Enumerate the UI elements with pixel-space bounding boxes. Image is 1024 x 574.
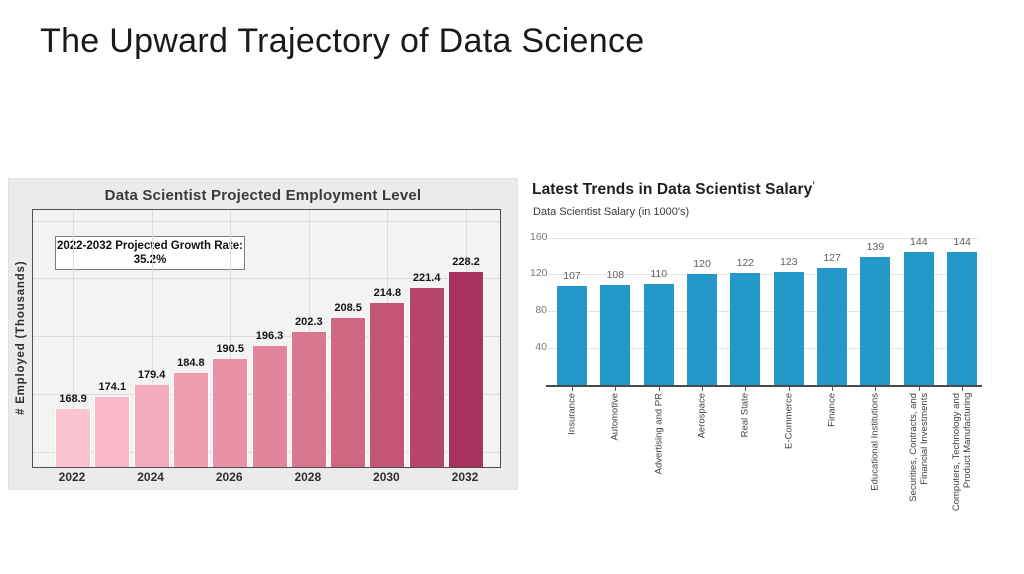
- salary-bar-value: 139: [866, 240, 885, 253]
- salary-y-tick-label: 40: [535, 341, 547, 354]
- salary-bar-value: 144: [910, 236, 928, 249]
- salary-axis-tick: [962, 387, 964, 391]
- salary-category-label: Advertising and PR: [653, 393, 665, 475]
- salary-y-tick-label: 80: [535, 304, 547, 317]
- slide-title: The Upward Trajectory of Data Science: [40, 22, 645, 60]
- employment-chart-figure: Data Scientist Projected Employment Leve…: [8, 178, 518, 490]
- salary-axis-tick: [658, 387, 660, 391]
- salary-axis-tick: [788, 387, 790, 391]
- salary-bar-value: 123: [779, 255, 798, 268]
- employment-bar-value: 228.2: [452, 256, 480, 269]
- salary-category-label: Real State: [739, 393, 751, 438]
- salary-category-label: Aerospace: [696, 393, 708, 439]
- salary-category-label: Finance: [826, 393, 838, 427]
- employment-bar-value: 174.1: [98, 381, 127, 394]
- salary-bar-value: 107: [563, 270, 581, 283]
- salary-bar: [730, 272, 761, 385]
- growth-rate-annotation: 2022-2032 Projected Growth Rate: 35.2%: [55, 236, 245, 270]
- salary-y-gridline: [548, 311, 978, 313]
- employment-plot-area: 2022-2032 Projected Growth Rate: 35.2% 1…: [32, 209, 501, 468]
- employment-bar: [330, 317, 367, 467]
- employment-y-axis-label: # Employed (Thousands): [15, 260, 27, 415]
- salary-x-axis: [546, 385, 982, 387]
- employment-bar: [172, 372, 209, 467]
- salary-axis-tick: [918, 387, 920, 391]
- employment-bar-value: 208.5: [334, 301, 362, 314]
- employment-bar-value: 190.5: [216, 343, 244, 356]
- employment-bar: [212, 359, 249, 467]
- salary-axis-tick: [572, 387, 573, 391]
- salary-y-gridline: [548, 274, 978, 276]
- salary-chart-title: Latest Trends in Data Scientist Salary’: [532, 180, 815, 199]
- salary-axis-tick: [832, 387, 834, 391]
- salary-bar-value: 122: [736, 256, 755, 269]
- employment-bar-value: 221.4: [412, 271, 441, 284]
- salary-bar: [687, 274, 718, 385]
- salary-axis-tick: [702, 387, 704, 391]
- salary-bar: [817, 267, 848, 385]
- salary-category-label: Automotive: [609, 393, 621, 441]
- salary-chart-subtitle: Data Scientist Salary (in 1000's): [533, 206, 690, 218]
- employment-bar-value: 214.8: [373, 287, 402, 300]
- employment-bar: [251, 345, 288, 467]
- salary-title-footnote-mark: ’: [812, 180, 815, 190]
- employment-x-gridline: [151, 210, 153, 467]
- employment-y-gridline: [33, 278, 500, 280]
- employment-bar: [290, 332, 327, 467]
- annotation-line-2: 35.2%: [133, 254, 167, 266]
- salary-y-tick-label: 120: [530, 267, 548, 280]
- salary-bar: [557, 286, 587, 385]
- employment-y-gridline: [33, 220, 500, 222]
- salary-bar: [860, 256, 891, 385]
- employment-bar-value: 179.4: [137, 369, 166, 382]
- employment-x-tick-label: 2026: [215, 470, 243, 484]
- salary-bar: [947, 252, 978, 385]
- employment-bar: [369, 303, 406, 467]
- employment-chart-title: Data Scientist Projected Employment Leve…: [104, 187, 422, 204]
- salary-bar-value: 144: [953, 236, 971, 249]
- salary-bar: [903, 252, 934, 385]
- salary-bar-value: 110: [650, 267, 668, 280]
- salary-y-gridline: [548, 348, 978, 350]
- employment-x-tick-label: 2022: [58, 470, 86, 484]
- employment-x-tick-label: 2030: [373, 470, 400, 484]
- employment-x-tick-label: 2024: [137, 470, 164, 484]
- salary-category-label: Computers, Technology and Product Manufa…: [951, 393, 974, 512]
- salary-category-label: Educational Institutions: [869, 393, 881, 491]
- employment-bar: [448, 272, 484, 467]
- salary-bar: [773, 271, 804, 385]
- employment-bar-value: 168.9: [59, 393, 87, 406]
- salary-y-gridline: [548, 237, 978, 239]
- salary-axis-tick: [745, 387, 747, 391]
- salary-bar: [643, 283, 674, 385]
- annotation-line-1: 2022-2032 Projected Growth Rate:: [57, 240, 243, 252]
- employment-bar: [94, 397, 131, 467]
- salary-category-label: Securities, Contracts, and Financial Inv…: [907, 393, 930, 502]
- employment-y-gridline: [33, 336, 500, 338]
- salary-axis-tick: [615, 387, 617, 391]
- employment-x-gridline: [230, 210, 232, 467]
- employment-bar: [408, 287, 445, 467]
- employment-x-tick-label: 2028: [294, 470, 322, 484]
- salary-bar-value: 108: [606, 269, 625, 282]
- employment-bar-value: 184.8: [177, 356, 205, 369]
- employment-x-gridline: [73, 210, 74, 467]
- salary-bar-value: 120: [693, 258, 711, 271]
- employment-x-tick-label: 2032: [451, 470, 479, 484]
- salary-axis-tick: [875, 387, 877, 391]
- salary-bar-value: 127: [823, 251, 841, 264]
- employment-bar: [133, 385, 170, 467]
- employment-bar-value: 196.3: [255, 329, 284, 342]
- salary-chart-title-text: Latest Trends in Data Scientist Salary: [532, 181, 813, 199]
- salary-category-label: E-Commerce: [783, 393, 795, 449]
- employment-bar-value: 202.3: [295, 316, 323, 329]
- employment-bar: [55, 409, 91, 467]
- salary-y-tick-label: 160: [530, 230, 548, 243]
- salary-chart-figure: Latest Trends in Data Scientist Salary’ …: [530, 180, 990, 530]
- salary-bar: [600, 285, 631, 385]
- salary-category-label: Insurance: [566, 393, 578, 435]
